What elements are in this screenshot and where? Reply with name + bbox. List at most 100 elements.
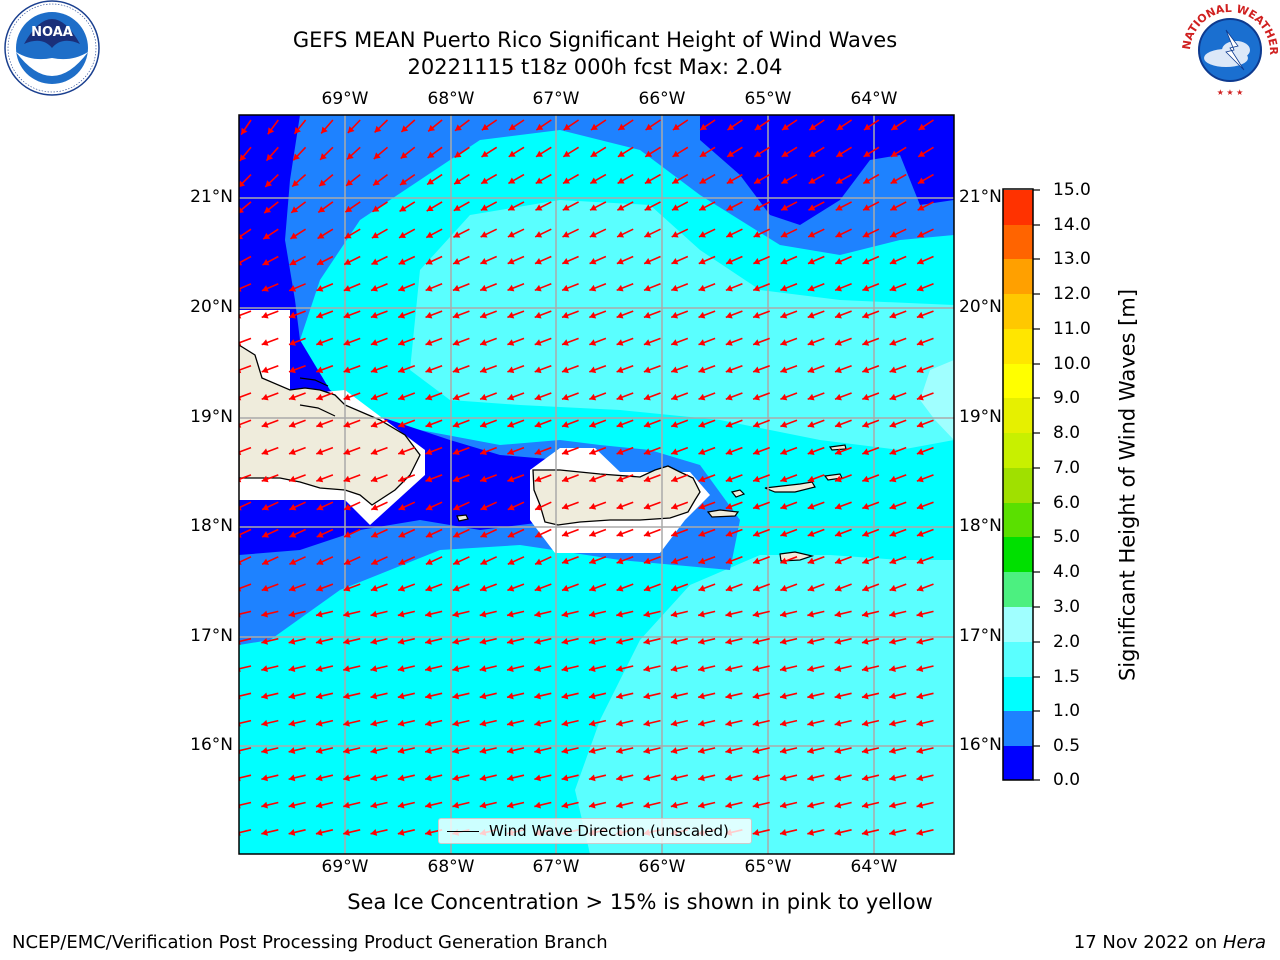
wave-arrow-head (616, 475, 624, 483)
wave-arrow-head (807, 584, 815, 592)
wave-arrow-head (262, 558, 270, 565)
wave-arrow-head (807, 774, 814, 782)
wave-arrow-head (753, 231, 761, 238)
wave-arrow-head (480, 531, 488, 538)
wave-arrow-head (670, 665, 678, 673)
wave-arrow-head (835, 231, 843, 238)
wave-arrow-head (643, 774, 651, 782)
wave-arrow-head (698, 393, 706, 401)
wave-arrow-head (863, 177, 871, 184)
wave-arrow-head (835, 204, 843, 211)
wave-arrow-head (343, 531, 351, 538)
wave-arrow-head (343, 747, 350, 754)
wave-arrow-head (426, 204, 434, 212)
wave-arrow-head (320, 153, 327, 160)
wave-arrow-head (398, 339, 406, 346)
wave-arrow-head (370, 719, 378, 727)
wave-arrow-head (480, 475, 487, 483)
wave-arrow-head (616, 774, 623, 782)
wave-arrow-head (343, 393, 351, 401)
wave-arrow-head (643, 421, 651, 428)
wave-arrow-head (371, 232, 379, 239)
wave-arrow-head (316, 258, 324, 266)
wave-arrow-head (261, 475, 269, 483)
wave-arrow-head (479, 692, 487, 700)
wave-arrow-head (698, 311, 706, 319)
wave-arrow-head (616, 366, 624, 374)
wave-arrow-head (507, 774, 514, 782)
wave-arrow-head (534, 637, 541, 645)
wave-arrow-head (397, 665, 405, 673)
wave-arrow-head (452, 719, 460, 727)
wave-arrow-head (889, 530, 897, 537)
wave-arrow-head (562, 475, 569, 483)
wave-arrow-head (781, 150, 789, 157)
wave-arrow-head (241, 127, 248, 135)
wave-arrow-head (370, 393, 378, 401)
wave-arrow-head (288, 665, 296, 673)
wave-arrow-head (698, 339, 706, 346)
wave-arrow-head (753, 311, 760, 319)
wave-arrow-head (317, 232, 325, 239)
wave-arrow-head (752, 829, 760, 836)
wave-arrow-head (561, 719, 569, 727)
wave-arrow-head (534, 311, 542, 319)
wave-arrow-shaft (239, 310, 252, 317)
wave-arrow-head (289, 339, 296, 346)
wave-arrow-head (889, 421, 897, 428)
wave-arrow-head (507, 503, 515, 511)
wave-arrow-head (562, 366, 569, 374)
wave-arrow-head (753, 204, 761, 211)
wave-arrow-head (780, 637, 787, 645)
wave-arrow-head (370, 747, 378, 754)
wave-arrow-head (479, 747, 487, 754)
wave-arrow-head (507, 366, 515, 374)
wave-arrow-head (289, 503, 297, 511)
wave-arrow-head (752, 747, 760, 754)
wave-arrow-head (400, 152, 408, 159)
lon-label-bottom: 65°W (744, 857, 792, 877)
wave-arrow-head (480, 393, 487, 401)
wave-arrow-head (889, 747, 896, 754)
turks-caicos-coast (299, 377, 336, 417)
colorbar-label: Significant Height of Wind Waves [m] (1115, 288, 1140, 682)
colorbar-tick-label: 14.0 (1053, 215, 1091, 235)
wave-arrow-head (452, 637, 460, 645)
wave-arrow-head (780, 258, 788, 265)
wave-arrow-head (534, 421, 542, 428)
wave-arrow-shaft (239, 692, 252, 697)
wave-arrow-head (343, 584, 351, 592)
wave-arrow-head (370, 366, 378, 374)
wave-arrow-head (398, 584, 406, 592)
wave-arrow-head (480, 339, 487, 346)
lat-label-right: 18°N (959, 516, 1002, 536)
wave-arrow-head (891, 123, 899, 130)
wave-arrow-head (698, 665, 705, 673)
wave-arrow-head (807, 448, 815, 455)
wave-arrow-head (562, 284, 569, 292)
wave-arrow-head (289, 475, 296, 483)
wave-arrow-head (643, 665, 651, 673)
wave-arrow-head (643, 801, 651, 809)
wave-arrow-head (507, 584, 515, 592)
wave-arrow-head (835, 475, 842, 483)
wave-arrow-head (534, 366, 542, 374)
wave-arrow-head (671, 475, 679, 483)
wave-arrow-head (400, 178, 408, 185)
wave-arrow-head (890, 231, 898, 238)
wave-arrow-head (371, 285, 378, 292)
wave-arrow-head (834, 665, 842, 673)
wave-arrow-head (780, 719, 787, 727)
legend-line-icon (447, 831, 479, 832)
wave-arrow-head (452, 584, 460, 592)
wave-arrow-shaft (239, 364, 252, 372)
wave-arrow-head (562, 421, 569, 428)
wave-arrow-head (752, 610, 760, 618)
wave-arrow-head (671, 311, 679, 319)
wave-arrow-head (616, 448, 624, 455)
wave-arrow-head (753, 421, 760, 428)
wave-arrow-head (507, 558, 515, 565)
wave-arrow-head (315, 801, 323, 809)
wave-arrow-head (374, 125, 382, 133)
wave-arrow-head (372, 205, 380, 212)
